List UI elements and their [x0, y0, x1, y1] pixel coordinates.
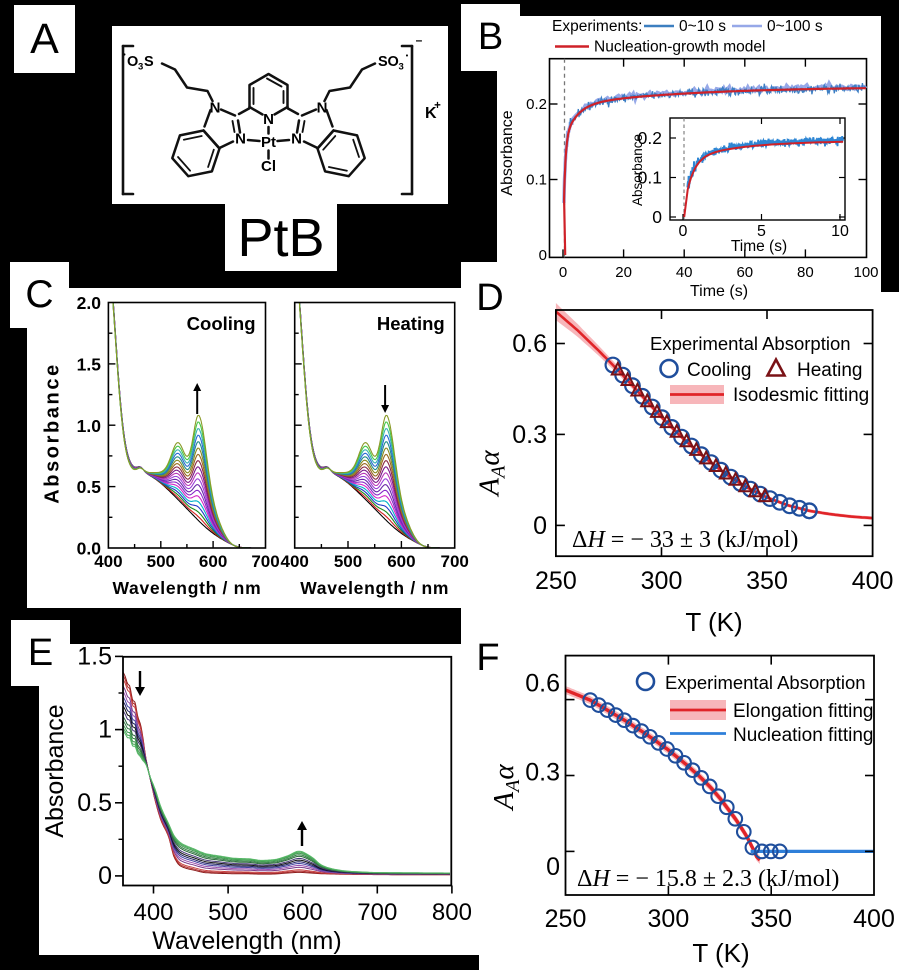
svg-text:0.5: 0.5: [77, 789, 112, 817]
svg-text:0.6: 0.6: [525, 670, 560, 698]
svg-text:3: 3: [399, 62, 404, 73]
svg-text:600: 600: [199, 552, 227, 571]
svg-text:10: 10: [831, 223, 849, 240]
svg-text:O: O: [388, 54, 399, 70]
svg-text:Time (s): Time (s): [690, 283, 748, 300]
svg-text:0~100 s: 0~100 s: [767, 18, 823, 35]
svg-text:Absorbance: Absorbance: [41, 704, 69, 837]
svg-text:K: K: [425, 105, 437, 122]
svg-text:400: 400: [94, 552, 122, 571]
svg-text:0: 0: [652, 207, 662, 227]
svg-text:Wavelength / nm: Wavelength / nm: [112, 578, 261, 598]
svg-text:N: N: [235, 131, 246, 148]
svg-text:Cooling: Cooling: [687, 360, 751, 381]
svg-text:T (K): T (K): [685, 607, 742, 637]
svg-text:S: S: [144, 54, 154, 70]
svg-text:700: 700: [357, 899, 397, 926]
svg-text:Pt: Pt: [261, 134, 276, 151]
svg-text:0: 0: [679, 223, 688, 240]
svg-text:60: 60: [736, 264, 753, 281]
svg-text:40: 40: [676, 264, 693, 281]
svg-text:300: 300: [641, 567, 683, 595]
svg-text:800: 800: [432, 899, 472, 926]
svg-text:Cl: Cl: [261, 158, 276, 175]
svg-text:Nucleation fitting: Nucleation fitting: [733, 725, 873, 746]
svg-text:Experiments:: Experiments:: [552, 18, 642, 35]
svg-text:N: N: [291, 131, 302, 148]
svg-text:•: •: [123, 52, 126, 59]
svg-text:600: 600: [283, 899, 323, 926]
svg-text:Heating: Heating: [377, 313, 445, 334]
svg-text:600: 600: [387, 552, 415, 571]
svg-text:0.5: 0.5: [77, 477, 102, 497]
svg-text:0.6: 0.6: [512, 330, 547, 358]
svg-text:1.0: 1.0: [77, 416, 102, 436]
svg-text:N: N: [263, 111, 274, 128]
svg-text:100: 100: [853, 264, 878, 281]
svg-text:0.2: 0.2: [638, 128, 662, 148]
svg-text:S: S: [378, 54, 388, 70]
svg-text:Heating: Heating: [797, 360, 863, 381]
svg-text:2.0: 2.0: [77, 293, 102, 313]
svg-text:350: 350: [750, 905, 792, 933]
svg-text:20: 20: [615, 264, 632, 281]
svg-text:300: 300: [648, 905, 690, 933]
svg-text:Isodesmic fitting: Isodesmic fitting: [733, 385, 869, 406]
svg-text:Nucleation-growth model: Nucleation-growth model: [594, 39, 765, 56]
svg-text:3: 3: [138, 62, 143, 73]
svg-text:Wavelength / nm: Wavelength / nm: [300, 578, 449, 598]
svg-text:400: 400: [853, 905, 895, 933]
svg-text:500: 500: [208, 899, 248, 926]
svg-text:0.0: 0.0: [77, 539, 102, 559]
svg-text:400: 400: [133, 899, 173, 926]
svg-text:0.1: 0.1: [638, 168, 662, 188]
svg-text:700: 700: [251, 552, 279, 571]
svg-text:–: –: [416, 33, 423, 47]
svg-text:ΔH = − 15.8 ± 2.3 (kJ/mol): ΔH = − 15.8 ± 2.3 (kJ/mol): [577, 866, 839, 892]
svg-text:O: O: [127, 54, 138, 70]
svg-text:0: 0: [539, 247, 547, 264]
svg-text:5: 5: [757, 223, 766, 240]
svg-text:500: 500: [147, 552, 175, 571]
svg-text:0: 0: [546, 853, 560, 881]
svg-text:0.3: 0.3: [525, 759, 560, 787]
svg-text:Absorbance: Absorbance: [630, 134, 645, 206]
svg-text:0.1: 0.1: [526, 172, 547, 189]
svg-text:80: 80: [797, 264, 814, 281]
svg-text:N: N: [210, 100, 221, 117]
svg-text:350: 350: [746, 567, 788, 595]
svg-text:N: N: [317, 100, 328, 117]
svg-text:0.3: 0.3: [512, 421, 547, 449]
svg-text:0: 0: [533, 512, 547, 540]
svg-text:250: 250: [535, 567, 577, 595]
svg-text:T (K): T (K): [692, 938, 749, 968]
svg-text:Absorbance: Absorbance: [42, 362, 64, 504]
svg-text:AAα: AAα: [474, 450, 510, 498]
svg-text:250: 250: [545, 905, 587, 933]
svg-text:0: 0: [98, 862, 112, 890]
svg-text:0: 0: [559, 264, 567, 281]
svg-text:Elongation fitting: Elongation fitting: [733, 701, 874, 722]
svg-text:Experimental Absorption: Experimental Absorption: [650, 333, 851, 354]
svg-text:+: +: [434, 100, 441, 112]
svg-text:700: 700: [441, 552, 469, 571]
svg-text:500: 500: [334, 552, 362, 571]
svg-text:AAα: AAα: [488, 764, 524, 812]
svg-text:ΔH = − 33 ± 3 (kJ/mol): ΔH = − 33 ± 3 (kJ/mol): [572, 527, 798, 553]
svg-text:Experimental Absorption: Experimental Absorption: [665, 672, 866, 693]
svg-text:•: •: [406, 53, 409, 60]
svg-text:Cooling: Cooling: [187, 313, 256, 334]
svg-text:1.5: 1.5: [77, 354, 102, 374]
svg-text:0.2: 0.2: [526, 96, 547, 113]
svg-text:400: 400: [281, 552, 309, 571]
svg-text:0~10 s: 0~10 s: [679, 18, 726, 35]
svg-text:Absorbance: Absorbance: [499, 110, 516, 195]
svg-text:1: 1: [98, 716, 112, 744]
svg-text:1.5: 1.5: [77, 642, 112, 670]
svg-text:400: 400: [852, 567, 894, 595]
svg-text:Wavelength (nm): Wavelength (nm): [152, 927, 341, 955]
svg-text:Time (s): Time (s): [731, 238, 787, 255]
